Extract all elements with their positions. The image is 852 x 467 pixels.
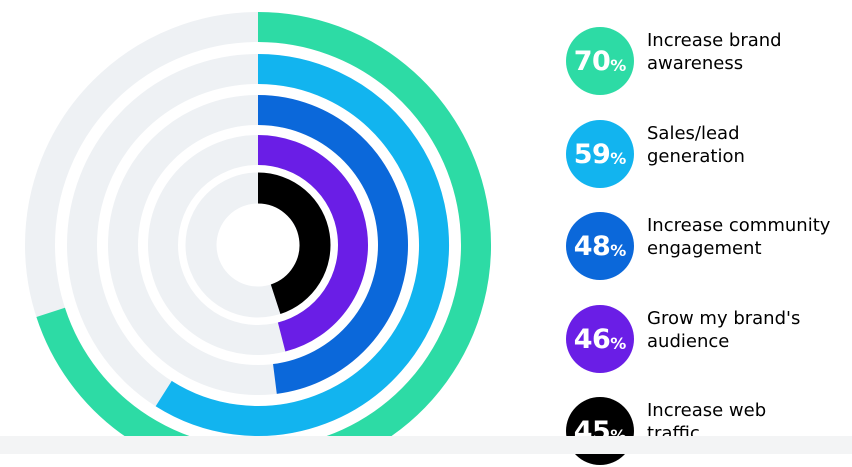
percent-value: 46 [573, 323, 611, 355]
percent-sign: % [610, 333, 627, 353]
ring-bar-5 [257, 172, 331, 314]
percent-sign: % [610, 240, 627, 260]
percent-value: 70 [573, 45, 611, 77]
ring-bar-3 [257, 95, 408, 394]
legend-item-5: 45% Increase web traffic [566, 397, 852, 467]
ring-bar-1 [36, 12, 491, 454]
legend-item-1: 70% Increase brand awareness [566, 27, 852, 97]
radial-bar-chart [25, 12, 491, 454]
bottom-fade-strip [0, 436, 852, 454]
percent-sign: % [610, 148, 627, 168]
legend-label: Sales/lead generation [647, 123, 745, 167]
legend-label: Increase brand awareness [647, 30, 782, 74]
legend-item-2: 59% Sales/lead generation [566, 120, 852, 190]
percent-badge: 46% [566, 305, 634, 373]
legend-item-3: 48% Increase community engagement [566, 212, 852, 282]
percent-value: 48 [573, 230, 611, 262]
percent-badge: 45% [566, 397, 634, 465]
percent-badge: 70% [566, 27, 634, 95]
legend-label: Increase community engagement [647, 215, 831, 259]
ring-bar-4 [257, 135, 368, 352]
ring-bar-2 [155, 54, 449, 436]
ring-bars [36, 12, 491, 454]
percent-badge: 48% [566, 212, 634, 280]
legend-item-4: 46% Grow my brand's audience [566, 305, 852, 375]
percent-value: 59 [573, 138, 611, 170]
percent-badge: 59% [566, 120, 634, 188]
legend: 70% Increase brand awareness 59% Sales/lead… [566, 0, 852, 465]
legend-label: Grow my brand's audience [647, 308, 801, 352]
percent-sign: % [610, 55, 627, 75]
